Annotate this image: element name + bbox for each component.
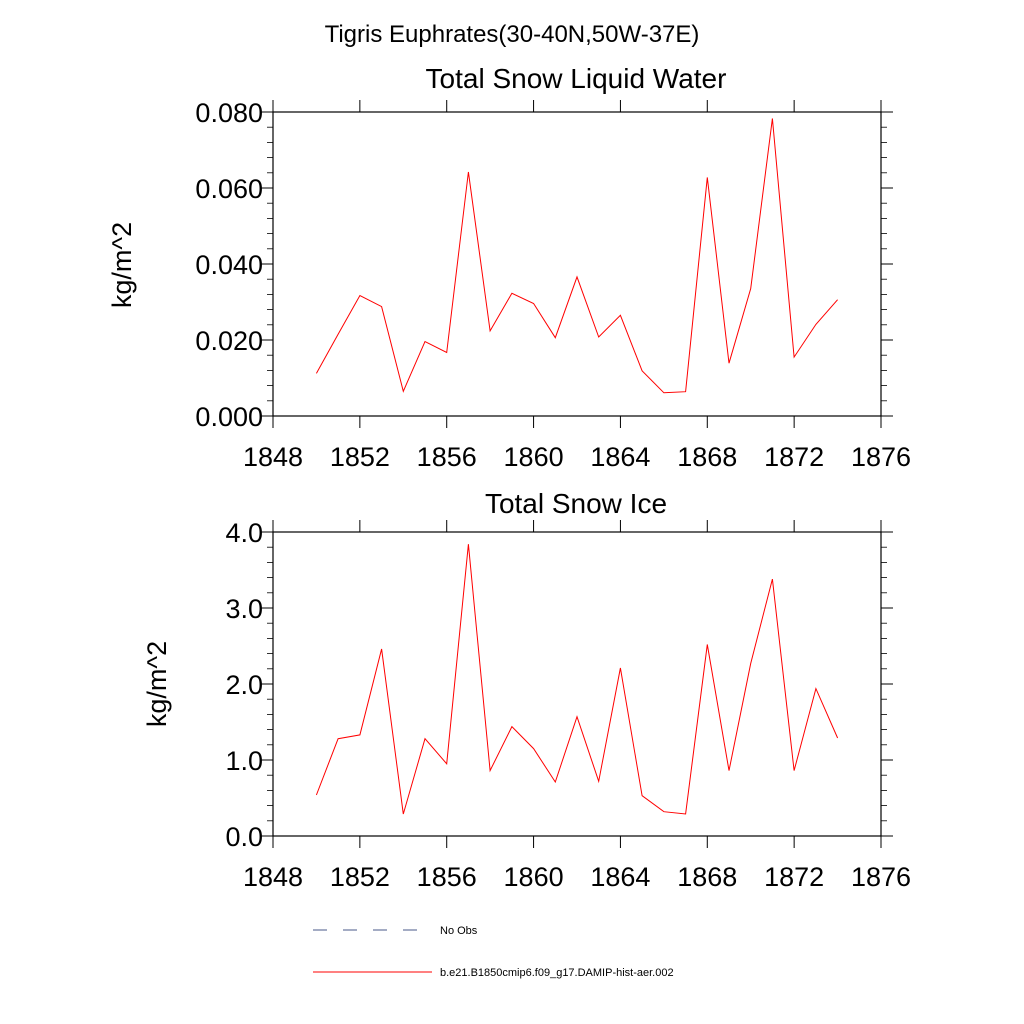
legend-entry-no-obs: No Obs	[313, 925, 478, 937]
legend-label: No Obs	[440, 925, 478, 937]
x-tick-label: 1852	[330, 442, 390, 472]
x-tick-label: 1872	[764, 442, 824, 472]
series-group	[315, 118, 838, 394]
y-axis-label: kg/m^2	[107, 222, 137, 308]
panel-title: Total Snow Ice	[485, 488, 667, 519]
y-tick-label: 0.040	[195, 250, 263, 280]
x-tick-label: 1868	[677, 442, 737, 472]
y-tick-label: 1.0	[225, 746, 263, 776]
y-axis-label: kg/m^2	[142, 641, 172, 727]
series-group	[315, 544, 839, 815]
x-tick-label: 1856	[417, 442, 477, 472]
legend: No Obs b.e21.B1850cmip6.f09_g17.DAMIP-hi…	[313, 925, 674, 979]
axis-ticks: 1848 1852 1856 1860 1864 1868 1872 1876 0.0 1.0 2.…	[225, 518, 911, 892]
panel-snow-liquid-water: Total Snow Liquid Water kg/m^2 1848 1852 1…	[107, 63, 911, 472]
panel-title: Total Snow Liquid Water	[426, 63, 727, 94]
x-tick-label: 1876	[851, 862, 911, 892]
x-tick-label: 1848	[243, 862, 303, 892]
x-tick-label: 1864	[590, 862, 650, 892]
x-tick-label: 1856	[417, 862, 477, 892]
x-tick-label: 1860	[504, 442, 564, 472]
y-tick-label: 0.000	[195, 402, 263, 432]
x-tick-label: 1860	[504, 862, 564, 892]
series-line	[315, 118, 838, 394]
legend-entry-model-run: b.e21.B1850cmip6.f09_g17.DAMIP-hist-aer.…	[313, 967, 674, 979]
figure-main-title: Tigris Euphrates(30-40N,50W-37E)	[325, 21, 700, 48]
y-tick-label: 0.0	[225, 822, 263, 852]
panel-snow-ice: Total Snow Ice kg/m^2 1848 1852 1856 1860 18…	[142, 488, 911, 892]
series-line	[315, 544, 839, 815]
y-tick-label: 2.0	[225, 670, 263, 700]
y-tick-label: 0.020	[195, 326, 263, 356]
x-tick-label: 1876	[851, 442, 911, 472]
legend-label: b.e21.B1850cmip6.f09_g17.DAMIP-hist-aer.…	[440, 967, 674, 979]
x-tick-label: 1864	[590, 442, 650, 472]
plot-frame	[272, 111, 882, 417]
x-tick-label: 1852	[330, 862, 390, 892]
plot-frame	[272, 531, 882, 837]
y-tick-label: 0.080	[195, 98, 263, 128]
y-tick-label: 3.0	[225, 594, 263, 624]
x-tick-label: 1868	[677, 862, 737, 892]
axis-ticks: 1848 1852 1856 1860 1864 1868 1872 1876 0.000 0.0…	[195, 98, 911, 472]
y-tick-label: 4.0	[225, 518, 263, 548]
x-tick-label: 1872	[764, 862, 824, 892]
y-tick-label: 0.060	[195, 174, 263, 204]
x-tick-label: 1848	[243, 442, 303, 472]
